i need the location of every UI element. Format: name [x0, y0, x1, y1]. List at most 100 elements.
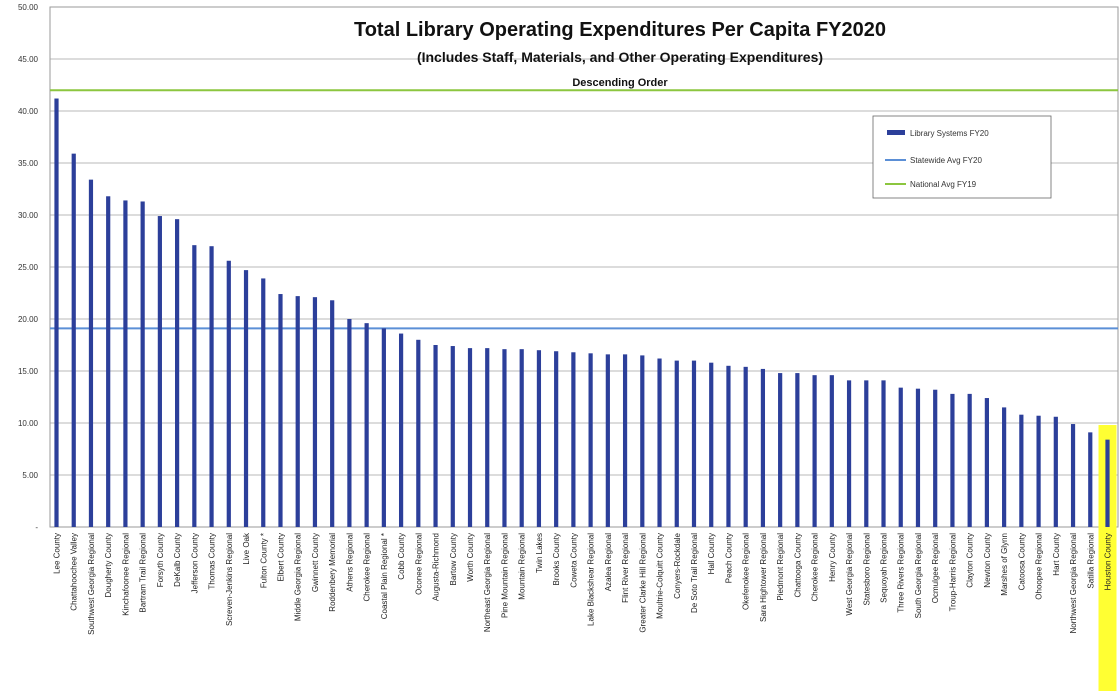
bar — [209, 246, 214, 527]
x-tick-label: Henry County — [828, 533, 837, 582]
x-tick-label: Chattahoochee Valley — [70, 533, 79, 611]
bar — [588, 353, 593, 527]
bar — [743, 366, 748, 527]
bar — [1053, 416, 1058, 527]
bar — [709, 362, 714, 527]
bars — [54, 98, 1110, 528]
bar — [278, 294, 283, 527]
x-tick-label: Hall County — [707, 533, 716, 574]
x-tick-label: Northeast Georgia Regional — [483, 533, 492, 632]
bar — [381, 328, 386, 527]
x-tick-label: South Georgia Regional — [914, 533, 923, 619]
x-tick-label: Athens Regional — [345, 533, 354, 592]
bar — [157, 216, 162, 528]
y-tick-label: 30.00 — [18, 211, 39, 220]
y-tick-label: 35.00 — [18, 159, 39, 168]
bar — [364, 323, 369, 527]
x-tick-label: Greater Clarke Hill Regional — [638, 533, 647, 633]
bar — [467, 348, 473, 527]
x-tick-label: Chattooga County — [793, 533, 802, 598]
x-tick-label: Ocmulgee Regional — [931, 533, 940, 603]
x-tick-label: Oconee Regional — [414, 533, 423, 595]
bar — [1070, 424, 1076, 527]
bar — [536, 350, 542, 527]
x-tick-label: Houston County — [1104, 533, 1113, 590]
bar — [898, 387, 903, 527]
bar — [330, 300, 335, 527]
legend-label-bars: Library Systems FY20 — [910, 129, 989, 138]
bar — [140, 201, 145, 528]
x-tick-label: Clayton County — [966, 533, 975, 588]
x-tick-label: Northwest Georgia Regional — [1069, 533, 1078, 634]
bar — [1105, 439, 1110, 527]
x-tick-label: Elbert County — [276, 533, 285, 581]
bar — [295, 296, 300, 527]
x-tick-label: Cherokee Regional — [811, 533, 820, 602]
highlight-layer — [1098, 425, 1117, 691]
legend-label-statewide: Statewide Avg FY20 — [910, 156, 982, 165]
x-tick-label: Sara Hightower Regional — [759, 533, 768, 622]
bar — [312, 297, 318, 527]
bar — [691, 360, 697, 527]
bar — [778, 373, 783, 527]
bar — [881, 380, 886, 527]
category-labels: Lee County Chattahoochee Valley Southwest … — [53, 532, 1113, 635]
x-tick-label: DeKalb County — [173, 533, 182, 587]
bar — [605, 354, 610, 527]
x-tick-label: Hart County — [1052, 533, 1061, 576]
bar — [433, 345, 438, 527]
bar — [243, 270, 249, 527]
legend: Library Systems FY20 Statewide Avg FY20 … — [872, 115, 1052, 199]
x-tick-label: Roddenbery Memorial — [328, 533, 337, 612]
y-tick-label: 45.00 — [18, 55, 39, 64]
bar — [554, 351, 559, 527]
bar — [519, 349, 524, 527]
legend-swatch-bars — [887, 130, 905, 135]
bar — [416, 339, 421, 527]
x-tick-label: Cobb County — [397, 533, 406, 580]
x-tick-label: Okefenokee Regional — [742, 533, 751, 610]
x-tick-label: Kinchafoonee Regional — [121, 533, 130, 616]
x-tick-label: De Soto Trail Regional — [690, 533, 699, 613]
x-tick-label: Fulton County * — [259, 533, 268, 588]
bar — [846, 380, 852, 527]
x-tick-label: Statesboro Regional — [862, 533, 871, 606]
y-tick-label: - — [35, 523, 38, 532]
x-tick-label: Forsyth County — [156, 533, 165, 587]
chart-title: Total Library Operating Expenditures Per… — [354, 19, 886, 41]
x-tick-label: Twin Lakes — [535, 533, 544, 573]
y-tick-label: 10.00 — [18, 419, 39, 428]
bar — [347, 319, 352, 527]
x-tick-label: Azalea Regional — [604, 533, 613, 591]
chart-note: Descending Order — [572, 77, 668, 89]
chart-subtitle: (Includes Staff, Materials, and Other Op… — [417, 49, 823, 65]
bar — [226, 260, 231, 527]
x-tick-label: Gwinnett County — [311, 533, 320, 592]
bar — [1036, 415, 1041, 527]
bar — [657, 358, 662, 527]
bar — [984, 398, 989, 527]
bar — [398, 333, 404, 527]
bar — [54, 98, 59, 528]
y-tick-label: 15.00 — [18, 367, 39, 376]
bar — [485, 348, 490, 527]
x-tick-label: Peach County — [724, 533, 733, 583]
bar — [933, 389, 938, 527]
x-tick-label: Augusta-Richmond — [432, 533, 441, 601]
bar — [1019, 414, 1024, 527]
x-tick-label: Southwest Georgia Regional — [87, 533, 96, 635]
x-tick-label: Bartram Trail Regional — [139, 533, 148, 613]
x-tick-label: Thomas County — [208, 533, 217, 589]
bar — [1002, 407, 1007, 527]
bar — [726, 365, 731, 527]
x-tick-label: Satilla Regional — [1086, 533, 1095, 589]
bar — [450, 346, 455, 527]
x-tick-label: Marshes of Glynn — [1000, 533, 1009, 596]
highlight-box — [1098, 425, 1117, 691]
x-tick-label: Lee County — [53, 533, 62, 574]
x-tick-label: Live Oak — [242, 532, 251, 565]
x-tick-label: Conyers-Rockdale — [673, 532, 682, 598]
x-tick-label: Middle Georgia Regional — [294, 533, 303, 621]
x-tick-label: Flint River Regional — [621, 533, 630, 603]
